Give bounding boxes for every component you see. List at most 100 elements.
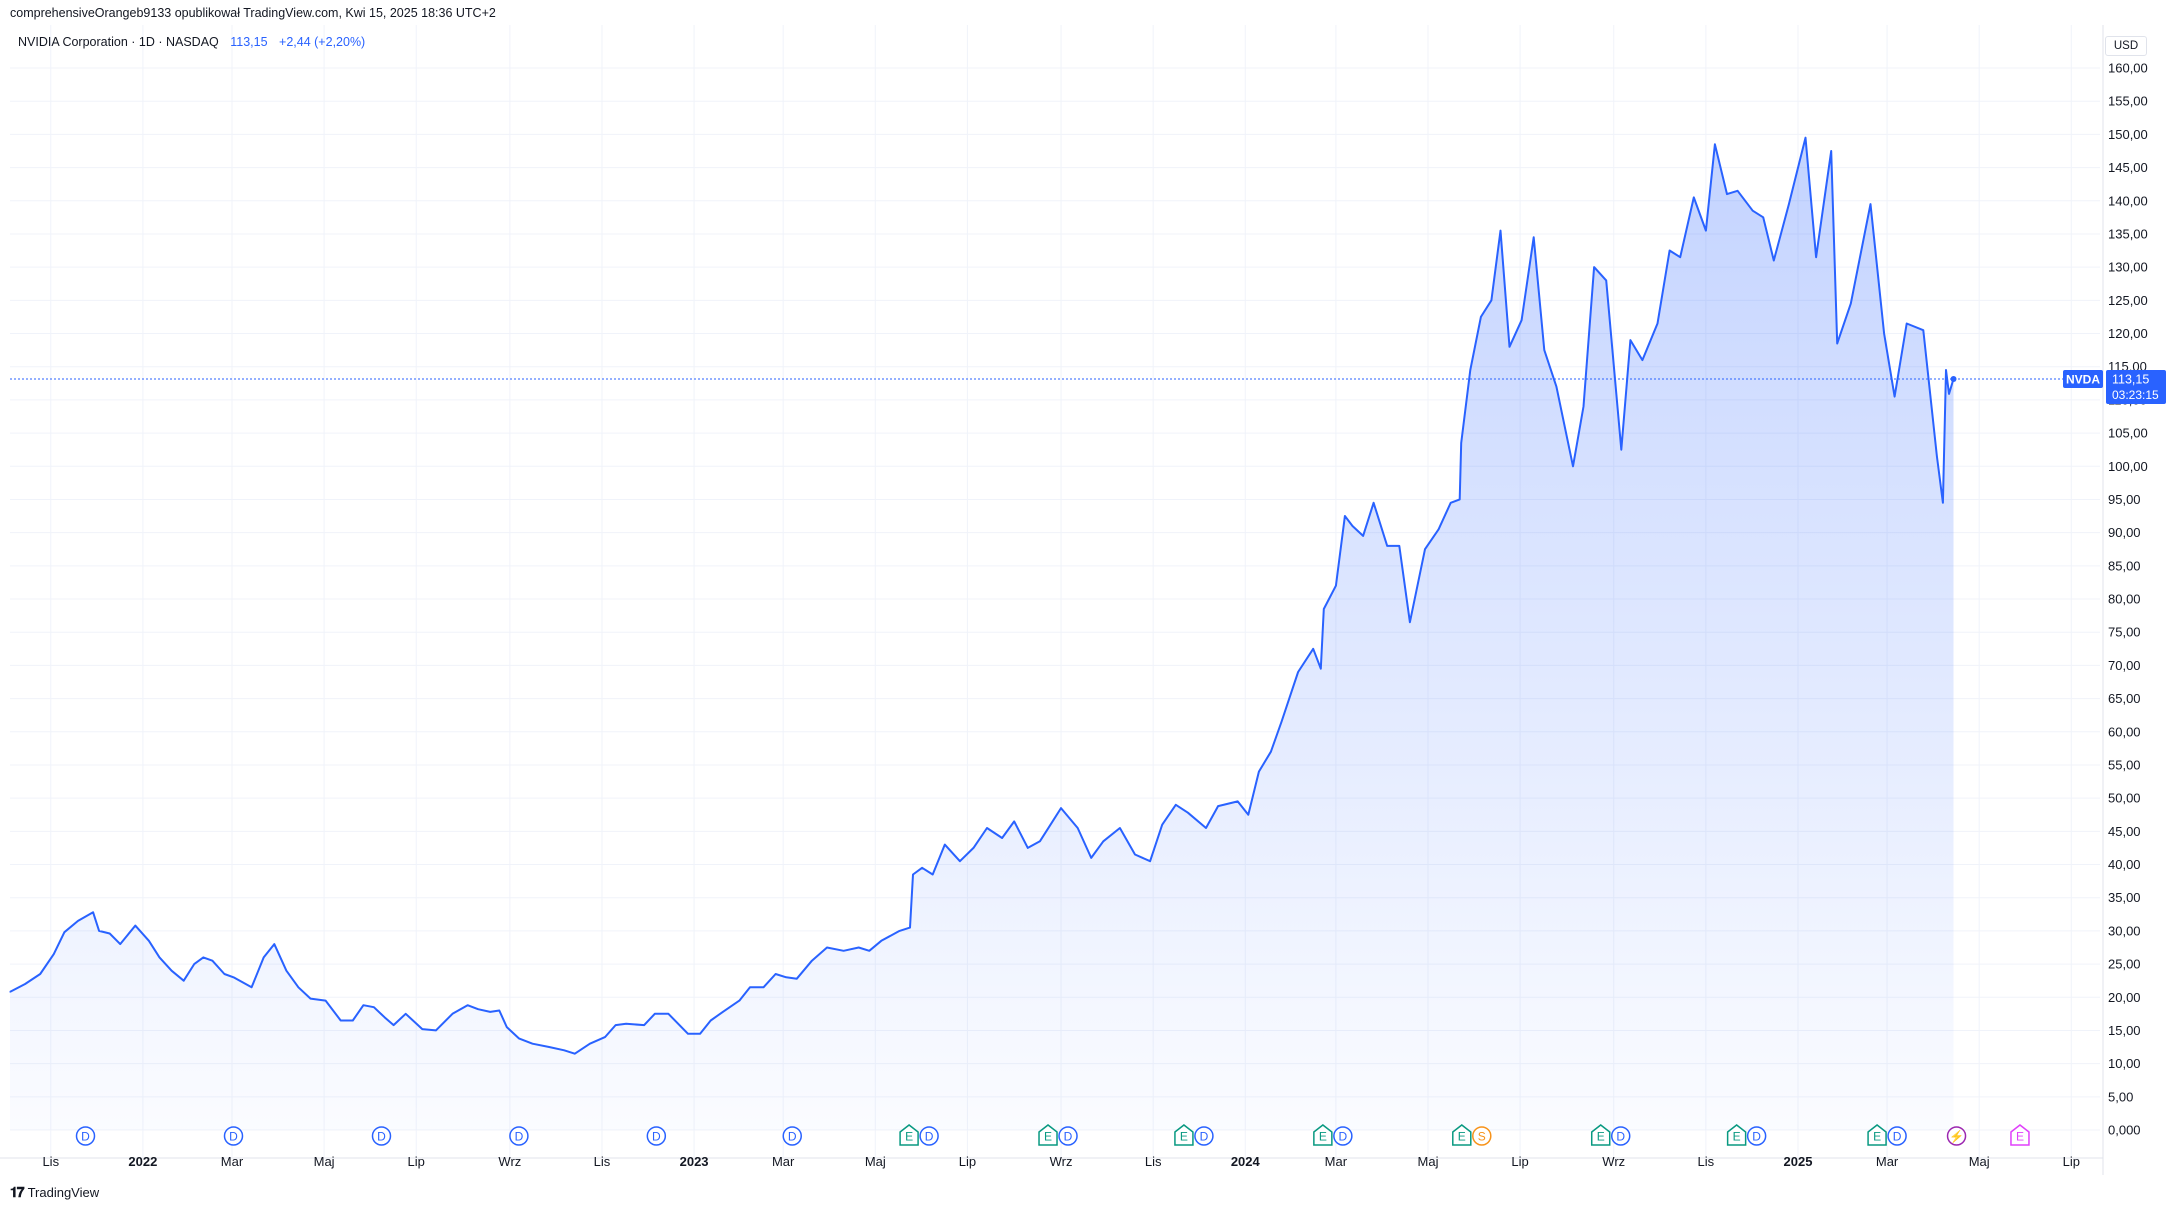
event-marker-label: E: [1733, 1130, 1741, 1144]
price-point: [738, 999, 740, 1002]
event-marker-label: D: [515, 1130, 524, 1144]
price-point: [1883, 332, 1885, 335]
price-point: [223, 973, 226, 975]
price-point: [92, 911, 94, 913]
x-tick-label: 2022: [128, 1154, 157, 1169]
price-point: [710, 1019, 712, 1022]
price-point: [373, 1006, 375, 1008]
price-point: [477, 1008, 479, 1010]
event-marker-label: D: [81, 1130, 90, 1144]
price-point: [63, 931, 65, 933]
event-marker-e: [1038, 1124, 1058, 1146]
price-point: [880, 940, 882, 942]
price-point: [1335, 585, 1337, 587]
event-marker-e: [1726, 1124, 1747, 1146]
x-tick-label: Lis: [1698, 1154, 1715, 1169]
price-point: [340, 1019, 342, 1022]
time-axis[interactable]: Lis 2022 Mar Maj Lip Wrz Lis 2023 Mar Maj Lip Wrz Li…: [42, 1154, 2080, 1169]
x-tick-label: Mar: [772, 1154, 795, 1169]
y-tick-label: 155,00: [2108, 94, 2148, 109]
price-point: [574, 1053, 576, 1055]
price-point: [405, 1013, 407, 1015]
event-marker-label: E: [1180, 1130, 1188, 1144]
price-point: [193, 963, 195, 965]
price-point: [325, 999, 327, 1002]
price-point: [1629, 339, 1631, 341]
y-tick-label: 25,00: [2108, 957, 2141, 972]
price-point: [134, 924, 136, 927]
currency-button[interactable]: USD: [2105, 36, 2147, 56]
y-tick-label: 40,00: [2108, 857, 2141, 872]
price-point: [421, 1028, 423, 1030]
price-point: [1247, 814, 1249, 816]
price-point: [9, 991, 11, 993]
last-point: [1950, 375, 1957, 382]
price-point: [158, 956, 161, 959]
y-tick-label: 140,00: [2108, 193, 2148, 208]
price-point: [1039, 840, 1041, 842]
price-point: [1437, 528, 1440, 530]
x-tick-label: Mar: [1325, 1154, 1348, 1169]
event-marker-e: [1174, 1124, 1194, 1146]
price-point: [909, 926, 911, 929]
price-point: [1572, 465, 1574, 467]
tradingview-brand[interactable]: 𝟏𝟕 TradingView: [10, 1184, 99, 1201]
price-point: [435, 1029, 437, 1032]
price-point: [297, 986, 300, 988]
event-marker-d: [1887, 1126, 1907, 1146]
price-point: [1726, 193, 1728, 195]
y-tick-label: 90,00: [2108, 525, 2141, 540]
price-tag-countdown: 03:23:15: [2112, 388, 2159, 402]
y-tick-label: 20,00: [2108, 990, 2141, 1005]
event-marker-e: [1452, 1124, 1472, 1146]
event-marker-e: [1867, 1124, 1887, 1146]
y-tick-label: 5,00: [2108, 1089, 2133, 1104]
price-point: [148, 940, 150, 942]
x-tick-label: Lis: [594, 1154, 611, 1169]
price-point: [1134, 853, 1136, 856]
price-point: [1762, 216, 1764, 218]
price-axis[interactable]: 0,000 5,00 10,00 15,00 20,00 25,00 30,00 35,00 4…: [2108, 61, 2148, 1138]
price-point: [285, 970, 287, 972]
y-tick-label: 50,00: [2108, 791, 2141, 806]
price-point: [518, 1037, 520, 1040]
price-point: [699, 1033, 701, 1035]
price-point: [1693, 196, 1695, 199]
chart-legend[interactable]: NVIDIA Corporation · 1D · NASDAQ 113,15 …: [18, 35, 365, 49]
price-point: [498, 1009, 500, 1012]
x-tick-label: Lip: [2063, 1154, 2080, 1169]
x-tick-label: 2023: [680, 1154, 709, 1169]
price-point: [1936, 455, 1938, 457]
price-point: [202, 956, 204, 959]
price-point: [972, 847, 975, 849]
symbol-description[interactable]: NVIDIA Corporation · 1D · NASDAQ: [18, 35, 219, 49]
price-point: [183, 980, 185, 982]
y-tick-label: 125,00: [2108, 293, 2148, 308]
price-point: [1948, 393, 1950, 395]
price-point: [1459, 498, 1461, 501]
x-tick-label: Mar: [1876, 1154, 1899, 1169]
price-point: [921, 867, 923, 869]
y-tick-label: 160,00: [2108, 61, 2148, 76]
y-tick-label: 15,00: [2108, 1023, 2141, 1038]
price-point: [1942, 502, 1944, 504]
event-marker-label: E: [1319, 1130, 1327, 1144]
price-point: [604, 1036, 606, 1038]
event-marker-d: [1333, 1126, 1353, 1146]
last-value: 113,15: [230, 35, 268, 49]
x-tick-label: Lip: [408, 1154, 425, 1169]
price-point: [762, 986, 765, 988]
price-point: [625, 1023, 627, 1025]
price-point: [868, 950, 870, 952]
x-tick-label: Lis: [42, 1154, 59, 1169]
price-point: [98, 930, 100, 932]
price-point: [1830, 150, 1832, 152]
event-marker-flash: [1946, 1126, 1967, 1146]
price-point: [1013, 820, 1015, 822]
price-point: [1705, 230, 1707, 232]
price-point: [1161, 824, 1163, 826]
price-area: [9, 136, 1957, 1130]
brand-name: TradingView: [27, 1185, 100, 1200]
price-point: [643, 1024, 645, 1026]
